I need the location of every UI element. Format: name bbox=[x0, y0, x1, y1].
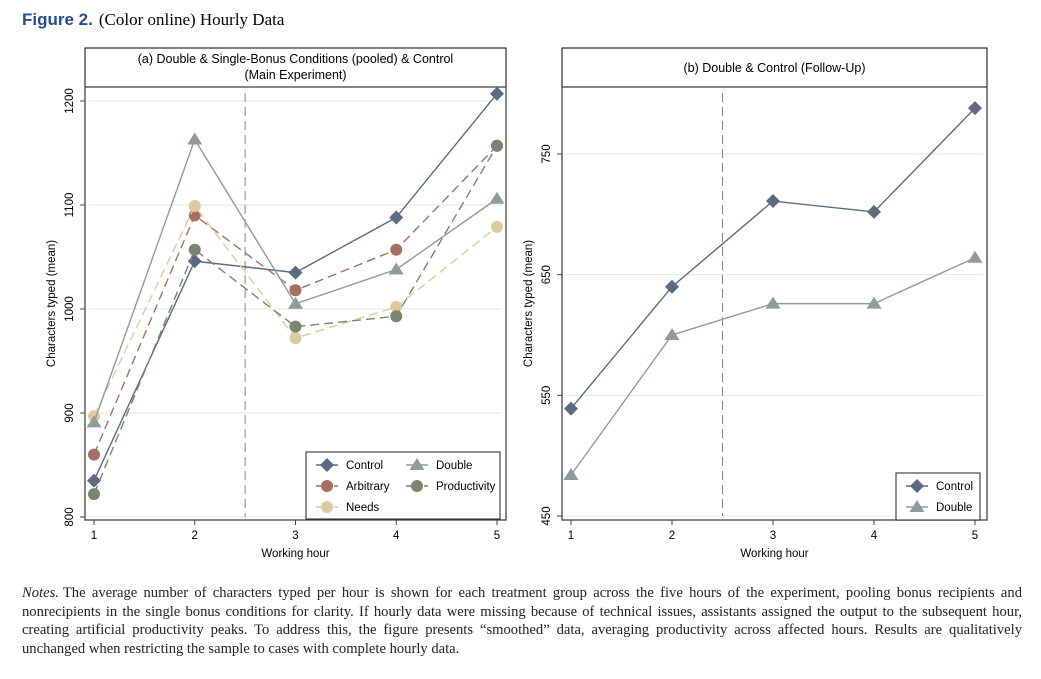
data-point bbox=[288, 296, 303, 309]
data-point bbox=[491, 139, 503, 152]
data-point bbox=[489, 191, 505, 204]
figure-charts: (a) Double & Single-Bonus Conditions (po… bbox=[46, 47, 988, 560]
legend-label: Productivity bbox=[436, 481, 496, 493]
figure-caption: (Color online) Hourly Data bbox=[98, 10, 285, 29]
x-tick-label: 3 bbox=[770, 530, 776, 542]
data-point bbox=[289, 284, 302, 297]
data-point bbox=[289, 332, 302, 345]
legend-label: Arbitrary bbox=[346, 481, 390, 493]
notes-text: The average number of characters typed p… bbox=[22, 585, 1022, 657]
panel-title-box bbox=[84, 47, 507, 88]
panel-title: (a) Double & Single-Bonus Conditions (po… bbox=[138, 52, 453, 66]
series-control bbox=[87, 86, 504, 488]
series-double bbox=[563, 250, 983, 480]
data-point bbox=[867, 204, 881, 219]
data-point bbox=[491, 220, 503, 233]
y-tick-label: 900 bbox=[64, 403, 76, 422]
series-double bbox=[86, 132, 505, 428]
x-tick-label: 4 bbox=[871, 530, 878, 542]
legend-marker bbox=[909, 500, 925, 512]
legend: Control Double bbox=[895, 472, 981, 521]
data-point bbox=[866, 296, 882, 309]
legend-marker bbox=[409, 458, 425, 470]
legend-box bbox=[895, 472, 981, 521]
legend-marker bbox=[320, 458, 334, 472]
figure-title: Figure 2. (Color online) Hourly Data bbox=[22, 10, 284, 30]
data-point bbox=[390, 243, 403, 256]
y-tick-label: 800 bbox=[64, 507, 76, 526]
x-tick-label: 5 bbox=[972, 530, 978, 542]
x-tick-label: 4 bbox=[393, 530, 400, 542]
series-productivity bbox=[88, 139, 503, 501]
legend-box bbox=[305, 451, 501, 520]
data-point bbox=[88, 448, 100, 461]
figure-label: Figure 2. bbox=[22, 10, 93, 29]
legend-marker bbox=[411, 480, 423, 492]
panel-title-box bbox=[561, 47, 988, 88]
data-point bbox=[665, 279, 679, 294]
data-point bbox=[766, 194, 780, 209]
legend-label: Double bbox=[936, 502, 972, 514]
y-tick-label: 650 bbox=[541, 265, 553, 284]
chart-panel-2: (b) Double & Control (Follow-Up) 450 550 65… bbox=[523, 47, 988, 560]
x-tick-label: 2 bbox=[669, 530, 675, 542]
legend: Control Arbitrary Needs Double Productivity bbox=[305, 451, 501, 520]
data-point bbox=[967, 250, 983, 263]
data-point bbox=[490, 86, 504, 101]
data-point bbox=[968, 101, 982, 116]
series-control bbox=[564, 101, 982, 416]
y-tick-label: 450 bbox=[541, 506, 553, 525]
data-point bbox=[388, 262, 404, 275]
legend-marker bbox=[321, 480, 333, 492]
data-point bbox=[563, 467, 579, 480]
data-point bbox=[87, 473, 101, 488]
y-tick-label: 1100 bbox=[64, 193, 76, 218]
data-point bbox=[564, 401, 578, 416]
data-point bbox=[390, 310, 403, 323]
notes-label: Notes. bbox=[22, 585, 59, 601]
data-point bbox=[187, 132, 203, 145]
data-point bbox=[390, 300, 403, 313]
y-tick-label: 750 bbox=[541, 144, 553, 163]
legend-label: Control bbox=[936, 481, 973, 493]
chart-panel-1: (a) Double & Single-Bonus Conditions (po… bbox=[46, 47, 507, 560]
y-tick-label: 1000 bbox=[64, 296, 76, 322]
notes: Notes. The average number of characters t… bbox=[22, 584, 1022, 658]
x-tick-label: 5 bbox=[494, 530, 500, 542]
series-line bbox=[93, 145, 498, 495]
legend-label: Needs bbox=[346, 502, 379, 514]
y-tick-label: 550 bbox=[541, 386, 553, 405]
y-axis-label: Characters typed (mean) bbox=[523, 240, 535, 367]
x-tick-label: 1 bbox=[91, 530, 97, 542]
legend-marker bbox=[910, 479, 924, 493]
data-point bbox=[664, 328, 680, 340]
data-point bbox=[86, 415, 102, 428]
data-point bbox=[289, 320, 302, 333]
panel-title: (b) Double & Control (Follow-Up) bbox=[683, 61, 865, 75]
legend-marker bbox=[321, 501, 333, 513]
y-axis-label: Characters typed (mean) bbox=[46, 240, 58, 367]
data-point bbox=[288, 265, 303, 280]
data-point bbox=[188, 200, 201, 213]
data-point bbox=[88, 488, 100, 501]
y-tick-label: 1200 bbox=[64, 88, 76, 114]
x-axis-label: Working hour bbox=[740, 548, 808, 560]
x-axis-label: Working hour bbox=[261, 548, 329, 560]
data-point bbox=[188, 243, 201, 256]
x-tick-label: 2 bbox=[192, 530, 198, 542]
data-point bbox=[389, 210, 404, 225]
data-point bbox=[765, 296, 781, 309]
legend-label: Double bbox=[436, 460, 472, 472]
x-tick-label: 3 bbox=[292, 530, 298, 542]
x-tick-label: 1 bbox=[568, 530, 574, 542]
panel-subtitle: (Main Experiment) bbox=[244, 68, 346, 82]
legend-label: Control bbox=[346, 460, 383, 472]
